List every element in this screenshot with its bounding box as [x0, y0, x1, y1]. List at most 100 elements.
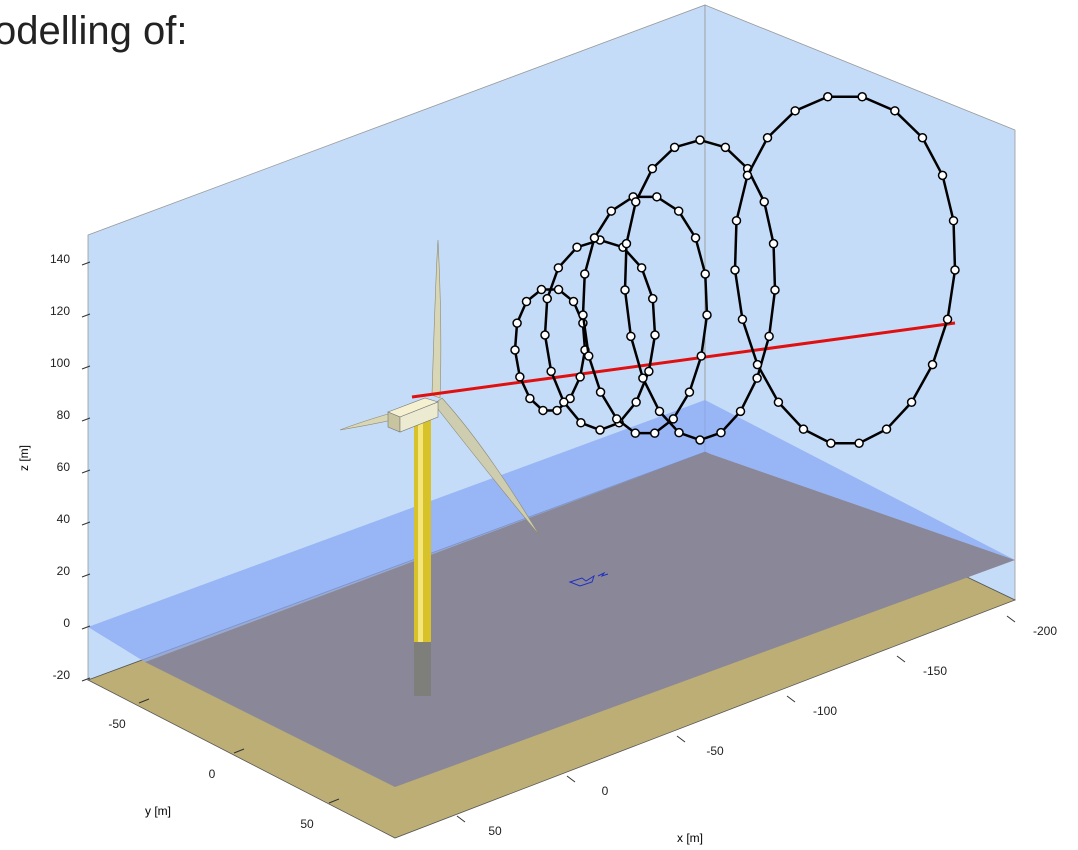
- ring-node: [555, 286, 563, 294]
- ring-node: [577, 419, 585, 427]
- z-tick-label: 80: [57, 408, 71, 422]
- ring-node: [918, 134, 926, 142]
- ring-node: [655, 407, 663, 415]
- scene: odelling of: 140120100806040200-20-50050…: [0, 0, 1078, 850]
- x-tick-label: -100: [813, 704, 837, 718]
- z-tick-label: -20: [53, 668, 71, 682]
- z-axis-label: z [m]: [17, 445, 31, 471]
- ring-node: [760, 198, 768, 206]
- ring-node: [541, 331, 549, 339]
- ring-node: [939, 171, 947, 179]
- x-tick: [457, 816, 465, 822]
- ring-node: [570, 298, 578, 306]
- ring-node: [639, 374, 647, 382]
- tower-highlight: [418, 410, 423, 642]
- z-tick-label: 20: [57, 564, 71, 578]
- ring-node: [858, 93, 866, 101]
- x-tick: [567, 776, 575, 782]
- ring-node: [732, 217, 740, 225]
- ring-node: [653, 193, 661, 201]
- ring-node: [929, 361, 937, 369]
- ring-node: [590, 234, 598, 242]
- ring-node: [731, 266, 739, 274]
- ring-node: [855, 439, 863, 447]
- ring-node: [791, 107, 799, 115]
- x-tick: [787, 696, 795, 702]
- z-tick-label: 140: [50, 252, 70, 266]
- ring-node: [645, 367, 653, 375]
- ring-node: [553, 406, 561, 414]
- x-tick-label: 50: [488, 824, 502, 838]
- ring-node: [824, 93, 832, 101]
- ring-node: [579, 311, 587, 319]
- x-tick-label: -150: [923, 664, 947, 678]
- ring-node: [771, 286, 779, 294]
- ring-node: [631, 429, 639, 437]
- ring-node: [737, 407, 745, 415]
- ring-node: [721, 143, 729, 151]
- ring-node: [696, 436, 704, 444]
- ring-node: [799, 425, 807, 433]
- ring-node: [743, 171, 751, 179]
- ring-node: [526, 394, 534, 402]
- ring-node: [622, 240, 630, 248]
- ring-node: [696, 136, 704, 144]
- x-tick: [897, 656, 905, 662]
- ring-node: [638, 264, 646, 272]
- ring-node: [675, 429, 683, 437]
- ring-node: [543, 295, 551, 303]
- ring-node: [585, 352, 593, 360]
- z-tick-label: 120: [50, 304, 70, 318]
- ring-node: [613, 415, 621, 423]
- ring-node: [632, 198, 640, 206]
- z-tick-label: 0: [63, 616, 70, 630]
- ring-node: [607, 207, 615, 215]
- ring-node: [774, 398, 782, 406]
- ring-node: [692, 234, 700, 242]
- ring-node: [560, 398, 568, 406]
- ring-node: [539, 406, 547, 414]
- ring-node: [511, 346, 519, 354]
- ring-node: [573, 243, 581, 251]
- y-axis-label: y [m]: [145, 804, 171, 818]
- ring-node: [513, 319, 521, 327]
- foundation: [414, 642, 431, 696]
- ring-node: [950, 217, 958, 225]
- x-tick-label: -200: [1033, 624, 1057, 638]
- x-axis-label: x [m]: [677, 831, 703, 845]
- ring-node: [951, 266, 959, 274]
- ring-node: [753, 374, 761, 382]
- ring-node: [581, 270, 589, 278]
- ring-node: [651, 429, 659, 437]
- ring-node: [651, 331, 659, 339]
- ring-node: [516, 373, 524, 381]
- ring-node: [770, 240, 778, 248]
- ring-node: [908, 398, 916, 406]
- ring-node: [627, 332, 635, 340]
- ring-node: [576, 373, 584, 381]
- ring-node: [671, 143, 679, 151]
- ring-node: [827, 439, 835, 447]
- ring-node: [738, 315, 746, 323]
- ring-node: [944, 315, 952, 323]
- x-tick-label: 0: [602, 784, 609, 798]
- ring-node: [685, 388, 693, 396]
- y-tick-label: -50: [108, 717, 126, 731]
- ring-node: [764, 134, 772, 142]
- ring-node: [522, 298, 530, 306]
- y-tick-label: 0: [209, 767, 216, 781]
- ring-node: [632, 398, 640, 406]
- ring-node: [537, 286, 545, 294]
- title: odelling of:: [0, 9, 187, 53]
- ring-node: [648, 165, 656, 173]
- ring-node: [597, 388, 605, 396]
- x-tick-label: -50: [706, 744, 724, 758]
- ring-node: [765, 332, 773, 340]
- x-tick: [1007, 616, 1015, 622]
- ring-node: [891, 107, 899, 115]
- ring-node: [703, 311, 711, 319]
- z-tick-label: 60: [57, 460, 71, 474]
- ring-node: [697, 352, 705, 360]
- x-tick: [677, 736, 685, 742]
- ring-node: [554, 264, 562, 272]
